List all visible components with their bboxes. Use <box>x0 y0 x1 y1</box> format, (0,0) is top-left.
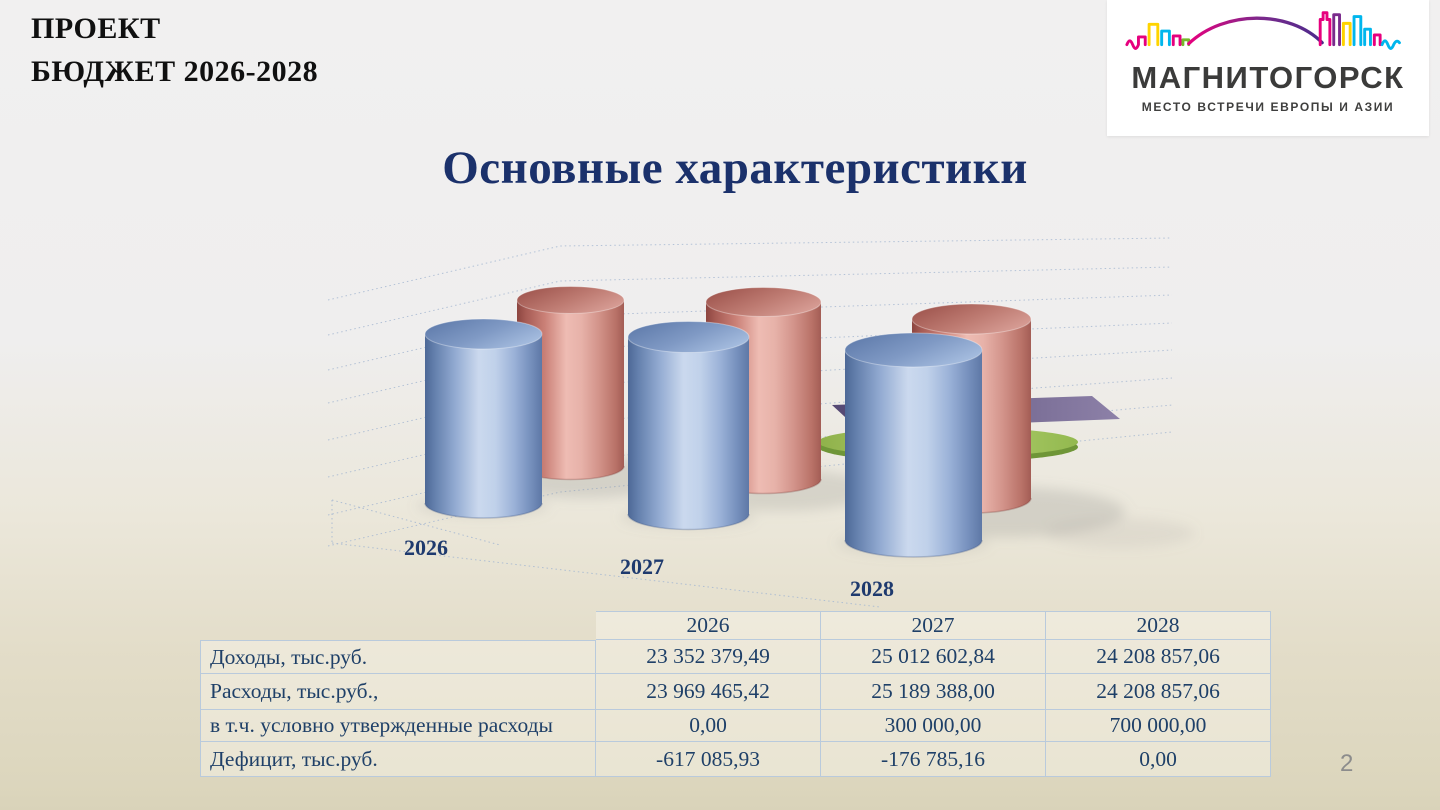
conditional-expenses-flat-cylinder <box>818 427 1078 462</box>
city-skyline-icon <box>1125 11 1401 50</box>
table-cell-expenses-2027: 25 189 388,00 <box>821 674 1046 710</box>
chart-category-label-2028: 2028 <box>850 576 894 601</box>
cylinder-revenue-2026 <box>424 318 543 519</box>
city-logo: МАГНИТОГОРСК МЕСТО ВСТРЕЧИ ЕВРОПЫ И АЗИИ <box>1107 0 1429 136</box>
table-cell-conditional-2026: 0,00 <box>596 710 821 742</box>
chart-shadows <box>417 456 1195 555</box>
table-cell-revenue-2026: 23 352 379,49 <box>596 640 821 674</box>
table-header-empty <box>200 611 596 640</box>
chart-category-label-2027: 2027 <box>620 554 664 579</box>
slide-page-number: 2 <box>1340 750 1354 777</box>
table-row-label-conditional: в т.ч. условно утвержденные расходы <box>200 710 596 742</box>
logo-tagline: МЕСТО ВСТРЕЧИ ЕВРОПЫ И АЗИИ <box>1141 100 1395 114</box>
header-line-2: БЮДЖЕТ 2026-2028 <box>31 54 319 88</box>
table-cell-revenue-2028: 24 208 857,06 <box>1046 640 1271 674</box>
table-header-2026: 2026 <box>596 611 821 640</box>
cylinder-expenses-2027 <box>705 287 822 495</box>
cylinder-revenue-2027 <box>627 321 750 531</box>
table-header-2028: 2028 <box>1046 611 1271 640</box>
table-cell-expenses-2028: 24 208 857,06 <box>1046 674 1271 710</box>
table-row-label-expenses: Расходы, тыс.руб., <box>200 674 596 710</box>
table-cell-conditional-2028: 700 000,00 <box>1046 710 1271 742</box>
cylinder-expenses-2028 <box>911 303 1032 514</box>
cylinder-expenses-2026 <box>516 286 625 481</box>
table-row-label-deficit: Дефицит, тыс.руб. <box>200 742 596 777</box>
chart-gridlines <box>327 237 1173 547</box>
header-line-1: ПРОЕКТ <box>31 12 161 45</box>
slide-header: ПРОЕКТ БЮДЖЕТ 2026-2028 <box>31 8 318 93</box>
chart-category-label-2026: 2026 <box>404 535 448 560</box>
table-header-2027: 2027 <box>821 611 1046 640</box>
table-cell-revenue-2027: 25 012 602,84 <box>821 640 1046 674</box>
table-cell-deficit-2028: 0,00 <box>1046 742 1271 777</box>
budget-table: 2026 2027 2028 Доходы, тыс.руб. 23 352 3… <box>200 611 1271 777</box>
table-cell-expenses-2026: 23 969 465,42 <box>596 674 821 710</box>
deficit-flat-marker <box>832 396 1120 429</box>
table-cell-conditional-2027: 300 000,00 <box>821 710 1046 742</box>
page-title: Основные характеристики <box>442 142 1028 194</box>
table-cell-deficit-2026: -617 085,93 <box>596 742 821 777</box>
table-row-label-revenue: Доходы, тыс.руб. <box>200 640 596 674</box>
logo-city-name: МАГНИТОГОРСК <box>1131 60 1405 95</box>
cylinder-revenue-2028 <box>844 332 983 558</box>
table-cell-deficit-2027: -176 785,16 <box>821 742 1046 777</box>
